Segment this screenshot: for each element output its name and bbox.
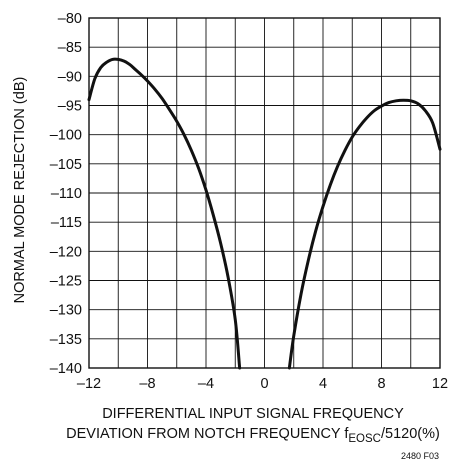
y-tick-label: –105 [50,157,82,173]
rejection-curve-right [287,98,442,370]
figure-id: 2480 F03 [401,451,439,461]
x-tick-label: –4 [198,376,214,392]
grid [89,18,440,368]
y-tick-label: –80 [58,11,82,27]
x-tick-label: 12 [432,376,448,392]
x-axis-label-line2: DEVIATION FROM NOTCH FREQUENCY fEOSC/512… [66,426,440,445]
y-tick-label: –120 [50,244,82,260]
rejection-curve-left [87,57,242,370]
x-axis-label-line1: DIFFERENTIAL INPUT SIGNAL FREQUENCY [102,406,404,422]
y-tick-label: –125 [50,274,82,290]
y-tick-label: –110 [51,186,82,202]
y-tick-label: –100 [50,128,82,144]
y-tick-label: –115 [51,215,82,231]
x-tick-labels: –12 –8 –4 0 4 8 12 [77,376,448,392]
x-tick-label: –8 [139,376,155,392]
y-tick-label: –130 [50,303,82,319]
x-tick-label: 4 [319,376,327,392]
y-tick-label: –90 [58,69,82,85]
y-tick-label: –135 [50,332,82,348]
y-tick-label: –95 [58,99,82,115]
y-tick-label: –140 [50,361,82,377]
x-axis-label-line2-suffix: /5120(%) [381,426,440,442]
y-tick-labels: –80 –85 –90 –95 –100 –105 –110 –115 –120 –125 –130… [50,11,82,377]
x-tick-label: 8 [377,376,385,392]
series-curves [87,57,442,370]
x-axis-label-line2-subscript: EOSC [348,433,381,445]
x-axis-label-line2-prefix: DEVIATION FROM NOTCH FREQUENCY f [66,426,349,442]
y-axis-label: NORMAL MODE REJECTION (dB) [12,77,28,304]
y-tick-label: –85 [58,40,82,56]
x-tick-label: –12 [77,376,101,392]
x-tick-label: 0 [260,376,268,392]
plot-frame [88,17,441,369]
